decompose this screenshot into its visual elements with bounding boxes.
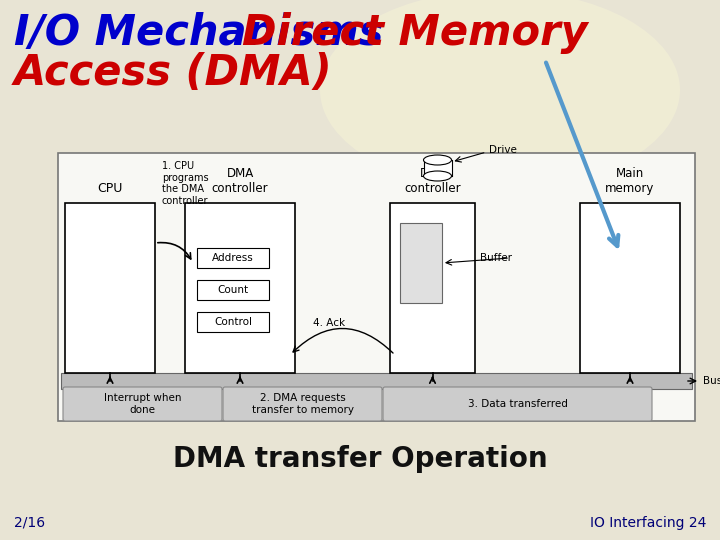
Text: Direct Memory: Direct Memory (242, 12, 588, 54)
Text: 4. Ack: 4. Ack (313, 318, 345, 328)
Text: Buffer: Buffer (480, 253, 512, 263)
Text: DMA
controller: DMA controller (212, 167, 269, 195)
FancyBboxPatch shape (383, 387, 652, 421)
Text: Main
memory: Main memory (606, 167, 654, 195)
Bar (58, 153, 695, 421)
Text: Access (DMA): Access (DMA) (14, 52, 333, 94)
Text: Count: Count (217, 285, 248, 295)
Text: 1. CPU
programs
the DMA
controller: 1. CPU programs the DMA controller (162, 161, 209, 206)
Text: CPU: CPU (97, 182, 122, 195)
Text: Bus: Bus (703, 376, 720, 386)
Bar (423, 160, 451, 176)
Ellipse shape (423, 171, 451, 181)
Text: Drive: Drive (488, 145, 516, 155)
Bar (61, 373, 692, 389)
Text: 3. Data transferred: 3. Data transferred (467, 399, 567, 409)
Text: Disk
controller: Disk controller (404, 167, 461, 195)
Text: 2. DMA requests
transfer to memory: 2. DMA requests transfer to memory (251, 393, 354, 415)
Text: I/O Mechanisms: I/O Mechanisms (14, 12, 398, 54)
Text: Address: Address (212, 253, 254, 263)
Bar (65, 203, 155, 373)
Bar (197, 280, 269, 300)
Bar (390, 203, 475, 373)
Text: IO Interfacing 24: IO Interfacing 24 (590, 516, 706, 530)
Text: Control: Control (214, 317, 252, 327)
Text: 2/16: 2/16 (14, 516, 45, 530)
FancyBboxPatch shape (63, 387, 222, 421)
FancyBboxPatch shape (223, 387, 382, 421)
Bar (197, 312, 269, 332)
Bar (185, 203, 295, 373)
Bar (197, 248, 269, 268)
Bar (400, 223, 442, 303)
Text: DMA transfer Operation: DMA transfer Operation (173, 445, 547, 473)
Bar (580, 203, 680, 373)
Ellipse shape (320, 0, 680, 190)
Text: Interrupt when
done: Interrupt when done (104, 393, 181, 415)
Ellipse shape (423, 155, 451, 165)
